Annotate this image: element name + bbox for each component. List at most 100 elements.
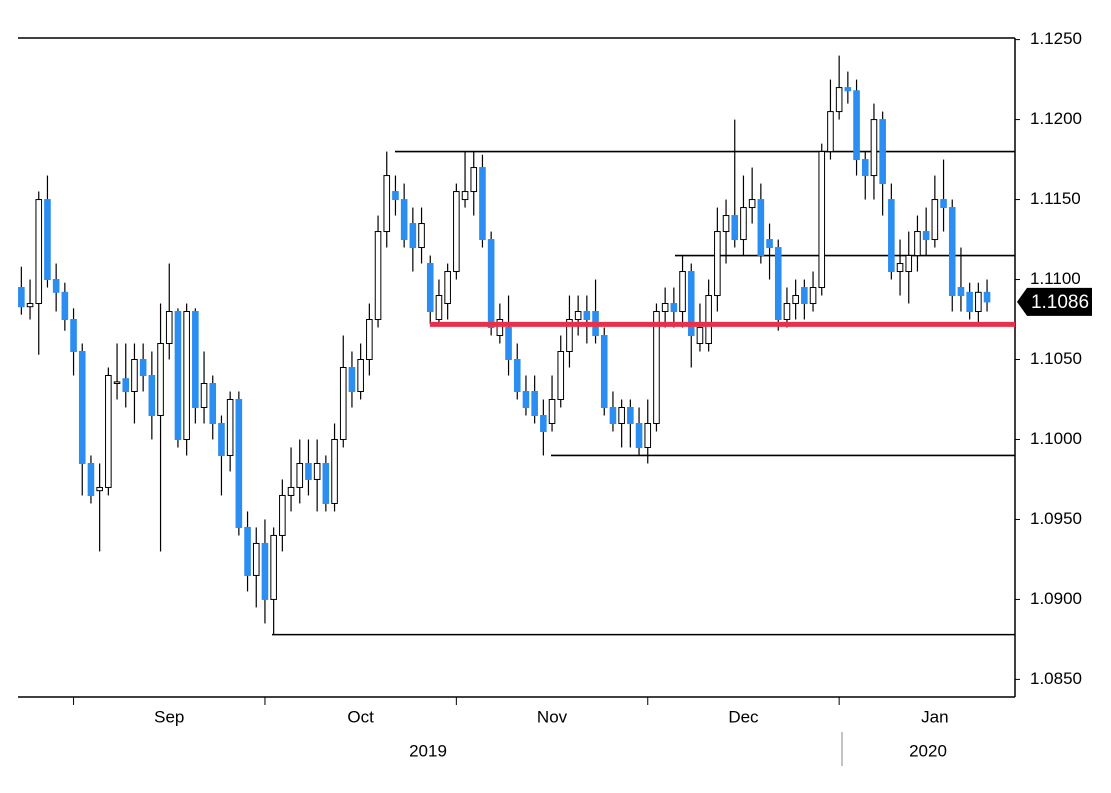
candle-body [331, 438, 338, 504]
candle-body [252, 542, 260, 576]
candle-body [183, 311, 190, 440]
candle-body [931, 199, 939, 241]
candle-body [339, 367, 347, 440]
candle-body [52, 279, 60, 293]
x-tick-label: Sep [154, 707, 184, 726]
candle-body [522, 390, 530, 408]
candle-body [705, 295, 712, 345]
candle-body [348, 367, 356, 392]
candle-body [600, 335, 608, 408]
candle-body [679, 271, 686, 313]
candle-body [714, 231, 721, 297]
candle-body [313, 462, 321, 480]
year-label: 2019 [409, 741, 447, 760]
year-label: 2020 [909, 741, 947, 760]
candle-body [548, 398, 556, 424]
candle-body [748, 199, 756, 209]
candle-body [661, 303, 669, 313]
candle-body [818, 151, 826, 289]
candle-body [975, 291, 982, 313]
candle-body [78, 351, 86, 464]
candle-body [435, 295, 443, 321]
candle-body [87, 462, 95, 496]
candle-body [400, 199, 408, 241]
candle-body [461, 191, 469, 201]
candle-body [583, 311, 591, 321]
candle-body [940, 199, 947, 209]
candle-body [896, 263, 904, 273]
candle-body [801, 287, 808, 305]
candle-body [174, 311, 182, 440]
candle-body [383, 175, 391, 233]
candle-body [644, 422, 652, 448]
candle-body [131, 359, 138, 392]
candle-body [835, 87, 843, 113]
candle-body [827, 111, 834, 153]
price-tag-label: 1.1086 [1031, 292, 1089, 313]
candle-body [35, 199, 43, 305]
y-tick-label: 1.1150 [1030, 189, 1081, 208]
candle-body [557, 351, 565, 400]
candle-body [374, 231, 382, 321]
candle-body [392, 191, 399, 201]
price-tag [1017, 287, 1092, 316]
y-tick-label: 1.1000 [1030, 429, 1082, 448]
candle-body [870, 119, 878, 177]
candle-body [653, 311, 660, 424]
candle-body [113, 381, 121, 384]
candle-body [609, 406, 617, 424]
candle-body [453, 191, 460, 273]
candle-body [244, 526, 251, 576]
candle-body [322, 462, 330, 504]
candle-body [209, 382, 217, 424]
candle-body [409, 223, 417, 249]
candle-body [148, 374, 156, 416]
candle-body [618, 406, 625, 424]
candle-body [287, 486, 295, 496]
candle-body [888, 199, 895, 273]
candle-body [496, 319, 504, 337]
y-tick-label: 1.1250 [1030, 29, 1082, 48]
x-tick-label: Jan [921, 707, 948, 726]
candle-body [200, 382, 208, 408]
candle-body [540, 414, 547, 432]
candle-body [61, 291, 69, 321]
candle-body [470, 167, 478, 193]
candle-body [574, 311, 582, 321]
candle-body [687, 271, 695, 337]
candle-body [740, 207, 747, 241]
candle-body [279, 494, 286, 536]
candle-body [983, 291, 991, 303]
candle-body [531, 390, 538, 416]
y-tick-label: 1.1200 [1030, 109, 1082, 128]
candle-body [218, 422, 225, 456]
candle-body [44, 199, 51, 281]
candle-body [853, 90, 860, 161]
candle-body [922, 231, 930, 241]
candle-body [948, 207, 956, 297]
candle-body [635, 422, 643, 448]
candle-body [861, 159, 869, 177]
candle-body [670, 303, 678, 313]
candle-body [722, 215, 730, 233]
candle-body [270, 534, 277, 600]
y-tick-label: 1.1050 [1030, 349, 1082, 368]
y-tick-label: 1.0950 [1030, 509, 1082, 528]
candle-body [105, 374, 112, 488]
candle-body [696, 327, 704, 345]
candle-body [513, 359, 521, 392]
x-tick-label: Dec [728, 707, 759, 726]
y-tick-label: 1.1100 [1030, 269, 1081, 288]
candle-body [566, 319, 573, 353]
candle-body [192, 311, 199, 408]
candle-body [757, 199, 765, 257]
candle-body [18, 287, 25, 308]
candle-body [261, 542, 269, 600]
y-tick-label: 1.0900 [1030, 589, 1082, 608]
candle-body [879, 119, 886, 185]
y-tick-label: 1.0850 [1030, 669, 1082, 688]
candle-body [792, 295, 799, 305]
candle-body [235, 398, 243, 528]
candle-body [479, 167, 486, 241]
